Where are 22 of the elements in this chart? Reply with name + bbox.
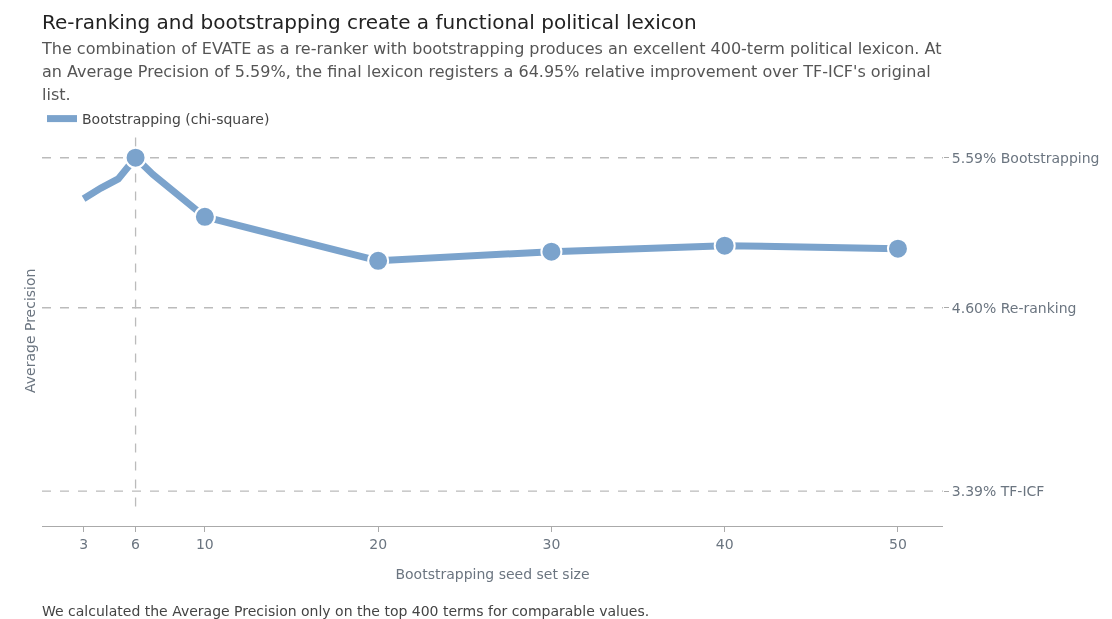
point (540, 240, 563, 263)
point (886, 237, 909, 260)
point (367, 249, 390, 272)
y-tick-label: 3.39% TF-ICF (951, 483, 1045, 500)
text: We calculated the Average Precision only on the top 400 terms for comparable values. (42, 603, 650, 619)
x-axis-title: Bootstrapping seed set size (395, 566, 590, 583)
y-axis-title: Average Precision (21, 268, 38, 393)
x-tick-label: 20 (369, 535, 388, 552)
y-tick-label: 5.59% Bootstrapping (951, 149, 1100, 166)
chart-subtitle: The combination of EVATE as a re-ranker with bootstrapping produces an excellent 400-term political lexicon. At an Average Precision of 5.59%, the final lexicon registers a 64.95% relative improvement over TF-ICF's original list. (42, 38, 943, 106)
point (713, 234, 736, 257)
chart-title: Re-ranking and bootstrapping create a functional political lexicon (42, 10, 698, 34)
x-tick-label: 40 (715, 535, 734, 552)
point (193, 205, 216, 228)
x-tick-label: 6 (131, 535, 141, 552)
x-tick-label: 10 (195, 535, 214, 552)
x-tick-label: 3 (79, 535, 89, 552)
x-tick-label: 30 (542, 535, 561, 552)
y-tick-label: 4.60% Re-ranking (951, 299, 1077, 316)
point (124, 146, 147, 169)
legend-label: Bootstrapping (chi-square) (82, 111, 270, 128)
x-tick-label: 50 (889, 535, 907, 552)
